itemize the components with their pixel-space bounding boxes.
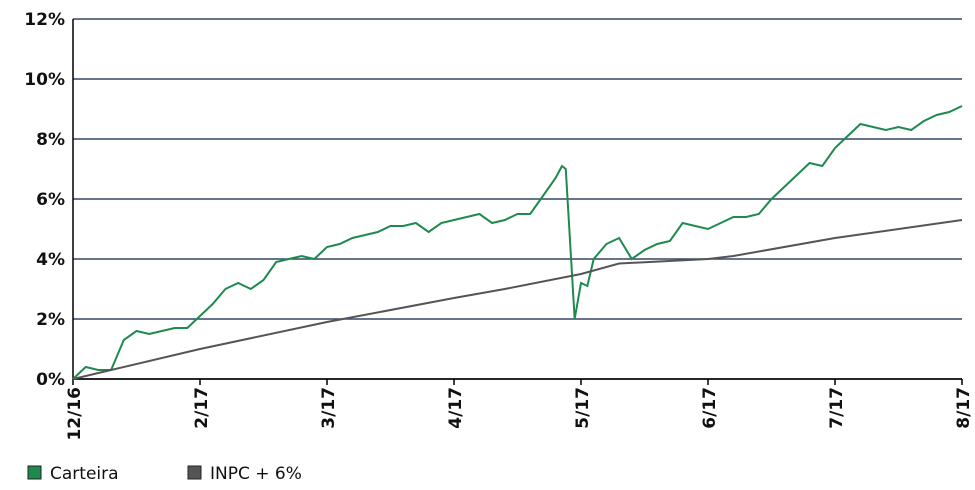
legend-label: Carteira [50,464,119,484]
x-tick-label: 6/17 [700,387,720,429]
legend-swatch [187,465,202,480]
series-line [72,105,963,380]
legend-label: INPC + 6% [210,464,302,484]
y-tick-label: 12% [24,10,65,30]
y-tick-label: 2% [36,310,65,330]
legend-swatch [27,465,42,480]
x-tick-label: 12/16 [65,387,85,441]
x-tick-label: 8/17 [954,387,974,429]
x-tick-label: 3/17 [319,387,339,429]
y-tick-label: 0% [36,370,65,390]
y-tick-label: 10% [24,70,65,90]
x-tick-label: 7/17 [827,387,847,429]
y-tick-label: 6% [36,190,65,210]
series-line [72,219,963,380]
y-tick-label: 8% [36,130,65,150]
x-tick-label: 2/17 [192,387,212,429]
x-tick-label: 4/17 [446,387,466,429]
x-tick-label: 5/17 [573,387,593,429]
y-tick-label: 4% [36,250,65,270]
